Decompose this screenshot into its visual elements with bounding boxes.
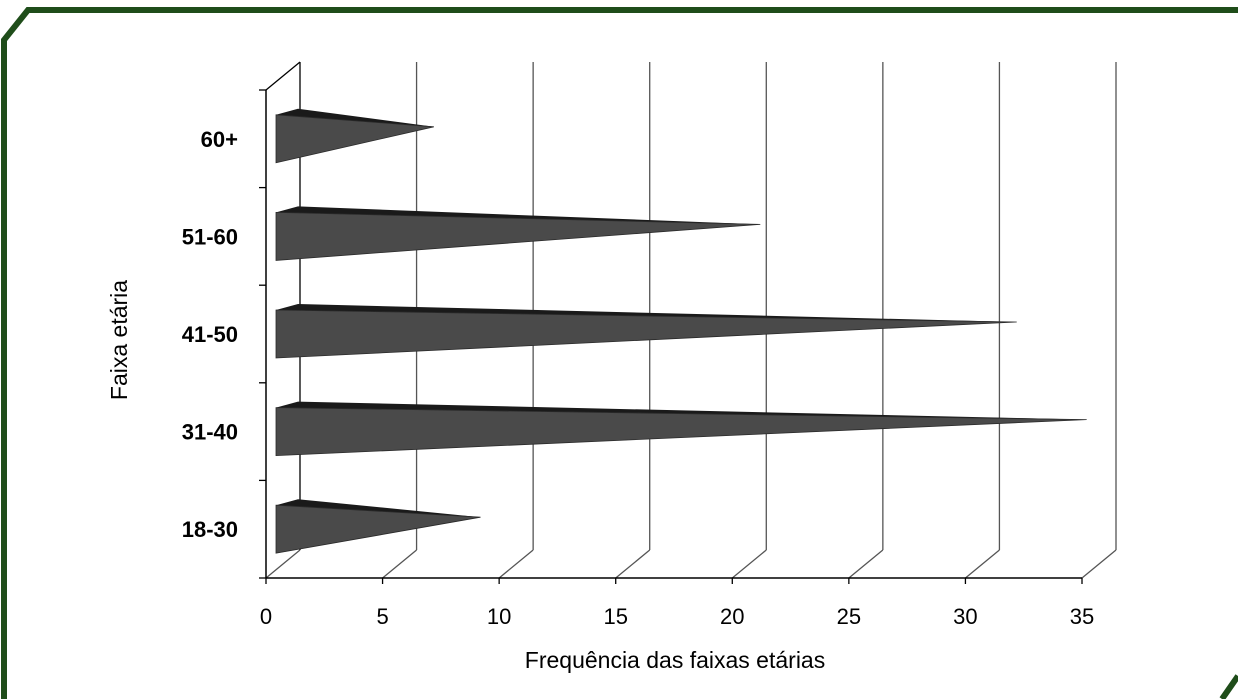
x-axis-title: Frequência das faixas etárias <box>525 647 825 673</box>
x-tick-label: 25 <box>837 604 861 629</box>
floor-gridline <box>383 550 417 578</box>
category-label: 31-40 <box>182 420 238 445</box>
cones <box>276 109 1087 553</box>
x-tick-label: 30 <box>953 604 977 629</box>
cone-bar <box>276 109 434 163</box>
floor-gridline <box>266 550 300 578</box>
x-tick-label: 15 <box>603 604 627 629</box>
tick-labels: 0 5 10 15 20 25 30 35 <box>260 604 1094 629</box>
x-tick-label: 0 <box>260 604 272 629</box>
x-tick-label: 35 <box>1070 604 1094 629</box>
y-axis-bevel <box>266 62 300 90</box>
floor-gridline <box>499 550 533 578</box>
cone-front-face <box>276 212 760 260</box>
floor-gridline <box>732 550 766 578</box>
category-labels: 18-30 31-40 41-50 51-60 60+ <box>182 127 238 542</box>
x-tick-label: 20 <box>720 604 744 629</box>
cone-front-face <box>276 310 1017 358</box>
x-tick-label: 10 <box>487 604 511 629</box>
floor-gridline <box>965 550 999 578</box>
x-tick-label: 5 <box>376 604 388 629</box>
floor-gridline <box>849 550 883 578</box>
cone-front-face <box>276 505 481 553</box>
cone-front-face <box>276 115 434 163</box>
floor-gridline <box>616 550 650 578</box>
cone-bar <box>276 402 1087 456</box>
cone-bar <box>276 499 481 553</box>
floor-gridline <box>1082 550 1116 578</box>
cone-bar <box>276 304 1017 358</box>
cone-bar <box>276 206 760 260</box>
category-label: 18-30 <box>182 517 238 542</box>
category-label: 60+ <box>201 127 238 152</box>
category-label: 51-60 <box>182 224 238 249</box>
y-axis-title: Faixa etária <box>106 280 132 400</box>
cone-front-face <box>276 408 1087 456</box>
category-label: 41-50 <box>182 322 238 347</box>
